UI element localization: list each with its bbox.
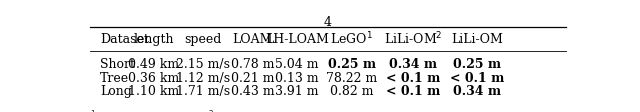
Text: 2.15 m/s: 2.15 m/s [176,58,230,71]
Text: 0.25 m: 0.25 m [328,58,376,71]
Text: length: length [133,33,173,46]
Text: 0.49 km: 0.49 km [128,58,179,71]
Text: LH-LOAM: LH-LOAM [266,33,329,46]
Text: LiLi-OM: LiLi-OM [451,33,503,46]
Text: Short: Short [100,58,135,71]
Text: $^1$denotes LeGO-LOAM. $^2$adapted feature extraction module for Velodyne HDL-64: $^1$denotes LeGO-LOAM. $^2$adapted featu… [90,108,512,112]
Text: Dataset: Dataset [100,33,148,46]
Text: 78.22 m: 78.22 m [326,72,378,85]
Text: 0.13 m: 0.13 m [275,72,319,85]
Text: 0.21 m: 0.21 m [231,72,275,85]
Text: 4: 4 [324,16,332,29]
Text: 0.82 m: 0.82 m [330,85,374,98]
Text: 1.10 km: 1.10 km [128,85,179,98]
Text: 0.34 m: 0.34 m [389,58,437,71]
Text: 0.34 m: 0.34 m [452,85,501,98]
Text: Long: Long [100,85,132,98]
Text: 0.36 km: 0.36 km [128,72,179,85]
Text: 1.71 m/s: 1.71 m/s [176,85,230,98]
Text: speed: speed [184,33,221,46]
Text: LiLi-OM$^2$: LiLi-OM$^2$ [384,31,443,48]
Text: 0.25 m: 0.25 m [452,58,501,71]
Text: 5.04 m: 5.04 m [275,58,319,71]
Text: LOAM: LOAM [232,33,273,46]
Text: < 0.1 m: < 0.1 m [386,85,440,98]
Text: 3.91 m: 3.91 m [275,85,319,98]
Text: < 0.1 m: < 0.1 m [450,72,504,85]
Text: < 0.1 m: < 0.1 m [386,72,440,85]
Text: 1.12 m/s: 1.12 m/s [176,72,230,85]
Text: Tree: Tree [100,72,129,85]
Text: LeGO$^1$: LeGO$^1$ [330,31,373,48]
Text: 0.78 m: 0.78 m [231,58,275,71]
Text: 0.43 m: 0.43 m [231,85,275,98]
